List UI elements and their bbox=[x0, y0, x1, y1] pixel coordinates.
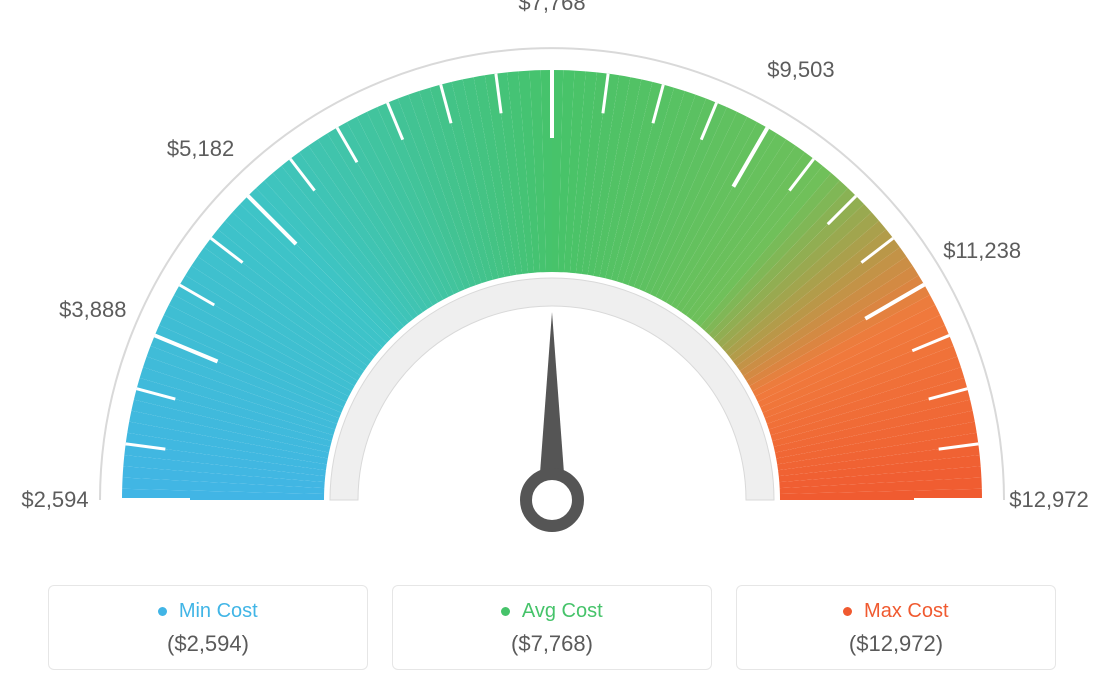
legend-row: Min Cost ($2,594) Avg Cost ($7,768) Max … bbox=[0, 585, 1104, 670]
legend-value-avg: ($7,768) bbox=[403, 631, 701, 657]
legend-card-max: Max Cost ($12,972) bbox=[736, 585, 1056, 670]
legend-label-avg: Avg Cost bbox=[522, 600, 603, 622]
legend-label-max: Max Cost bbox=[864, 600, 948, 622]
legend-card-avg: Avg Cost ($7,768) bbox=[392, 585, 712, 670]
legend-value-max: ($12,972) bbox=[747, 631, 1045, 657]
legend-label-min: Min Cost bbox=[179, 600, 258, 622]
gauge-tick-label: $5,182 bbox=[167, 136, 234, 162]
gauge-chart: $2,594 $3,888 $5,182 $7,768 $9,503 $11,238 $12… bbox=[0, 0, 1104, 560]
bullet-max bbox=[843, 607, 852, 616]
gauge-tick-label: $7,768 bbox=[518, 0, 585, 16]
bullet-avg bbox=[501, 607, 510, 616]
gauge-tick-label: $3,888 bbox=[59, 297, 126, 323]
bullet-min bbox=[158, 607, 167, 616]
gauge-tick-label: $11,238 bbox=[943, 238, 1021, 264]
legend-value-min: ($2,594) bbox=[59, 631, 357, 657]
gauge-tick-label: $12,972 bbox=[1009, 487, 1089, 513]
gauge-tick-label: $2,594 bbox=[21, 487, 88, 513]
legend-card-min: Min Cost ($2,594) bbox=[48, 585, 368, 670]
gauge-tick-label: $9,503 bbox=[767, 57, 834, 83]
